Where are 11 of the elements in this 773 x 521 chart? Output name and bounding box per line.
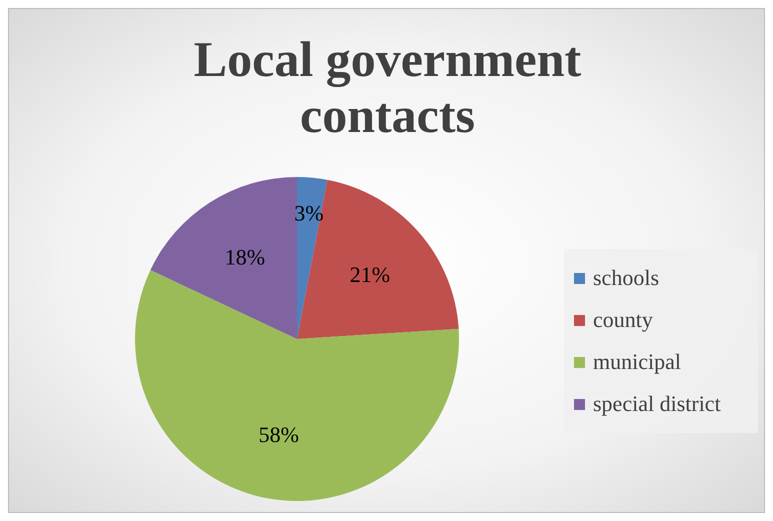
data-label: 58% <box>258 422 299 447</box>
legend-label: county <box>593 307 653 333</box>
legend-label: schools <box>593 265 659 291</box>
pie-slice <box>150 177 297 339</box>
chart-title: Local government contacts <box>192 31 582 143</box>
legend-label: municipal <box>593 349 681 375</box>
data-label: 21% <box>350 262 390 288</box>
pie-slice <box>297 180 459 339</box>
legend-label: special district <box>593 391 721 417</box>
data-label: 18% <box>224 244 266 270</box>
pie-slice <box>297 177 328 339</box>
